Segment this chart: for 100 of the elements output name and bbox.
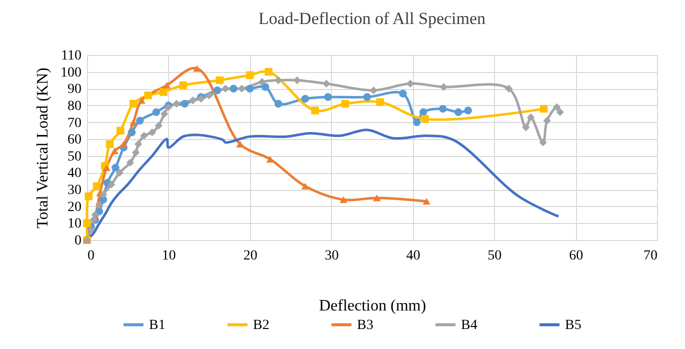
point [363,93,371,101]
point [293,76,301,84]
y-tick-label: 50 [68,149,82,164]
y-tick-label: 90 [68,82,82,98]
point [140,132,148,140]
legend-label: B1 [149,318,166,333]
x-tick-label: 10 [162,248,176,264]
point [193,65,201,72]
point [421,115,429,123]
point [422,198,430,205]
point [222,84,230,93]
point [438,104,447,113]
point [132,148,140,156]
legend-label: B3 [357,318,374,333]
point [454,108,462,116]
point [154,122,163,130]
point [322,80,330,88]
point [230,84,238,92]
point [108,180,116,188]
point [552,103,561,112]
x-axis-title: Deflection (mm) [318,298,426,314]
point [130,100,138,108]
point [99,190,108,198]
point [341,100,349,108]
point [399,90,407,98]
point [148,128,156,136]
point [152,108,160,116]
point [246,71,254,80]
legend-label: B5 [565,318,582,333]
x-tick-label: 30 [324,248,339,264]
x-tick-label: 40 [406,248,420,264]
point [172,100,180,108]
point [340,196,348,203]
point [128,128,136,136]
point [311,106,319,114]
point [126,158,134,167]
point [264,68,272,76]
point [213,86,222,94]
point [376,98,384,106]
x-tick-label: 60 [569,248,584,264]
point [464,106,472,114]
y-tick-label: 100 [60,65,82,80]
point [138,97,146,104]
point [95,200,104,209]
point [134,140,142,148]
point [540,104,548,113]
point [112,164,120,172]
y-tick-label: 30 [68,183,82,198]
point [130,118,138,126]
legend-label: B4 [461,318,478,333]
point [188,96,197,104]
y-tick-label: 60 [68,132,82,148]
point [324,93,332,101]
point [162,82,171,89]
y-tick-label: 20 [68,200,82,215]
point [136,116,144,124]
y-axis-title: Total Vertical Load (KN) [34,68,52,228]
point [526,113,535,122]
legend-label: B2 [253,318,270,333]
point [110,148,119,154]
y-tick-label: 40 [68,166,82,182]
point [301,182,310,190]
point [266,156,274,163]
x-tick-label: 0 [88,248,94,264]
x-tick-label: 50 [488,248,502,264]
y-tick-label: 110 [61,48,82,64]
point [373,194,381,202]
point [412,118,421,126]
point [120,140,128,148]
point [92,182,101,190]
point [543,116,551,124]
point [160,88,168,96]
point [258,78,266,86]
point [539,138,547,146]
point [144,91,152,100]
point [274,100,282,108]
x-tick-label: 20 [243,248,258,264]
point [106,140,114,148]
point [179,81,187,90]
x-tick-label: 70 [644,248,658,264]
point [246,84,254,92]
point [205,91,214,100]
point [301,94,310,103]
point [160,110,168,118]
point [116,168,124,177]
point [238,84,246,93]
point [84,192,92,200]
point [216,76,224,84]
point [180,100,189,108]
point [504,84,513,93]
point [87,226,95,234]
point [556,108,564,116]
point [116,126,124,135]
point [261,83,270,91]
y-tick-label: 80 [68,98,82,114]
point [522,123,530,132]
y-tick-label: 0 [74,234,82,248]
chart-title: Load-Deflection of All Specimen [258,9,486,28]
point [83,219,91,228]
y-tick-label: 70 [68,116,82,131]
